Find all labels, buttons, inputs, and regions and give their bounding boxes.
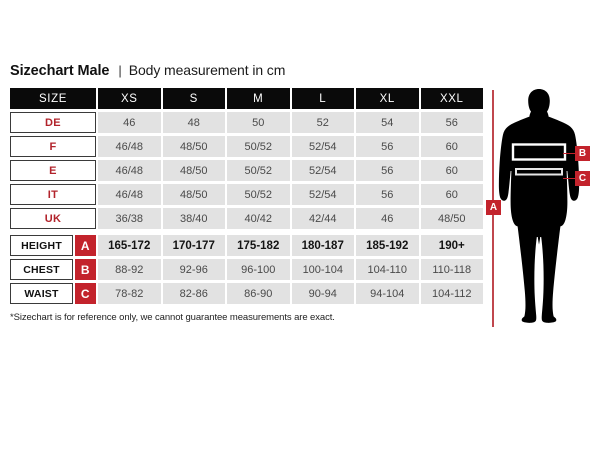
cell-it-xl: 56 [356,184,419,205]
cell-height-s: 170-177 [162,235,225,256]
row-label-uk: UK [10,208,96,229]
cell-chest-m: 96-100 [227,259,290,280]
cell-waist-s: 82-86 [162,283,225,304]
cell-de-xs: 46 [98,112,161,133]
table-row: WAIST C 78-82 82-86 86-90 90-94 94-104 1… [10,283,483,304]
cell-de-l: 52 [291,112,354,133]
figure-badge-c: C [575,171,590,186]
table-header-row: SIZE XS S M L XL XXL [10,88,483,109]
leader-line-b [563,152,575,155]
cell-it-m: 50/52 [227,184,290,205]
cell-uk-xl: 46 [356,208,419,229]
cell-height-xl: 185-192 [356,235,419,256]
header-size-label: SIZE [10,88,96,109]
row-label-cell: UK [10,208,96,229]
row-label-waist: WAIST [10,283,73,304]
title-main: Sizechart Male [10,63,110,79]
row-label-cell: F [10,136,96,157]
cell-it-s: 48/50 [162,184,225,205]
cell-chest-s: 92-96 [162,259,225,280]
column-header-l: L [291,88,354,109]
cell-waist-xl: 94-104 [356,283,419,304]
title-separator: | [118,63,122,78]
cell-e-xxl: 60 [420,160,483,181]
cell-height-xs: 165-172 [98,235,161,256]
row-label-cell: WAIST C [10,283,96,304]
badge-a-label: A [74,235,96,256]
row-label-height: HEIGHT [10,235,73,256]
column-header-xl: XL [356,88,419,109]
cell-it-xs: 46/48 [98,184,161,205]
cell-f-s: 48/50 [162,136,225,157]
sizechart-table: SIZE XS S M L XL XXL DE 46 48 50 52 54 5… [10,88,483,307]
cell-it-l: 52/54 [291,184,354,205]
cell-uk-s: 38/40 [162,208,225,229]
table-row: CHEST B 88-92 92-96 96-100 100-104 104-1… [10,259,483,280]
figure-marker-b: B [563,146,590,161]
row-label-cell: DE [10,112,96,133]
male-body-silhouette-icon [498,89,580,323]
cell-de-s: 48 [162,112,225,133]
row-label-cell: E [10,160,96,181]
cell-waist-m: 86-90 [227,283,290,304]
cell-chest-xl: 104-110 [356,259,419,280]
cell-uk-xxl: 48/50 [420,208,483,229]
row-label-cell: IT [10,184,96,205]
badge-c-label: C [74,283,96,304]
leader-line-c [563,177,575,180]
cell-f-xs: 46/48 [98,136,161,157]
cell-waist-l: 90-94 [291,283,354,304]
table-row: F 46/48 48/50 50/52 52/54 56 60 [10,136,483,157]
cell-de-xxl: 56 [420,112,483,133]
cell-height-l: 180-187 [291,235,354,256]
table-row: IT 46/48 48/50 50/52 52/54 56 60 [10,184,483,205]
row-label-de: DE [10,112,96,133]
cell-f-xxl: 60 [420,136,483,157]
cell-f-xl: 56 [356,136,419,157]
cell-uk-xs: 36/38 [98,208,161,229]
row-label-chest: CHEST [10,259,73,280]
row-label-f: F [10,136,96,157]
table-row: HEIGHT A 165-172 170-177 175-182 180-187… [10,235,483,256]
title-subtitle: Body measurement in cm [128,62,286,78]
cell-e-xs: 46/48 [98,160,161,181]
column-header-s: S [162,88,225,109]
cell-de-xl: 54 [356,112,419,133]
badge-b-label: B [74,259,96,280]
body-measurement-figure: A B C [484,86,594,331]
column-header-xxl: XXL [420,88,483,109]
cell-uk-l: 42/44 [291,208,354,229]
cell-chest-xxl: 110-118 [420,259,483,280]
row-label-cell: HEIGHT A [10,235,96,256]
table-row: E 46/48 48/50 50/52 52/54 56 60 [10,160,483,181]
cell-f-m: 50/52 [227,136,290,157]
row-label-e: E [10,160,96,181]
cell-e-xl: 56 [356,160,419,181]
cell-f-l: 52/54 [291,136,354,157]
page-title: Sizechart Male | Body measurement in cm [10,62,285,79]
cell-e-l: 52/54 [291,160,354,181]
table-row: UK 36/38 38/40 40/42 42/44 46 48/50 [10,208,483,229]
row-label-it: IT [10,184,96,205]
cell-waist-xs: 78-82 [98,283,161,304]
cell-e-m: 50/52 [227,160,290,181]
cell-de-m: 50 [227,112,290,133]
row-label-cell: CHEST B [10,259,96,280]
cell-e-s: 48/50 [162,160,225,181]
column-header-m: M [227,88,290,109]
header-size-cell: SIZE [10,88,96,109]
column-header-xs: XS [98,88,161,109]
cell-height-xxl: 190+ [420,235,483,256]
figure-marker-c: C [563,171,590,186]
cell-uk-m: 40/42 [227,208,290,229]
footnote-text: *Sizechart is for reference only, we can… [10,312,335,323]
cell-chest-xs: 88-92 [98,259,161,280]
figure-badge-a: A [486,200,501,215]
figure-badge-b: B [575,146,590,161]
cell-height-m: 175-182 [227,235,290,256]
cell-chest-l: 100-104 [291,259,354,280]
cell-it-xxl: 60 [420,184,483,205]
table-row: DE 46 48 50 52 54 56 [10,112,483,133]
cell-waist-xxl: 104-112 [420,283,483,304]
